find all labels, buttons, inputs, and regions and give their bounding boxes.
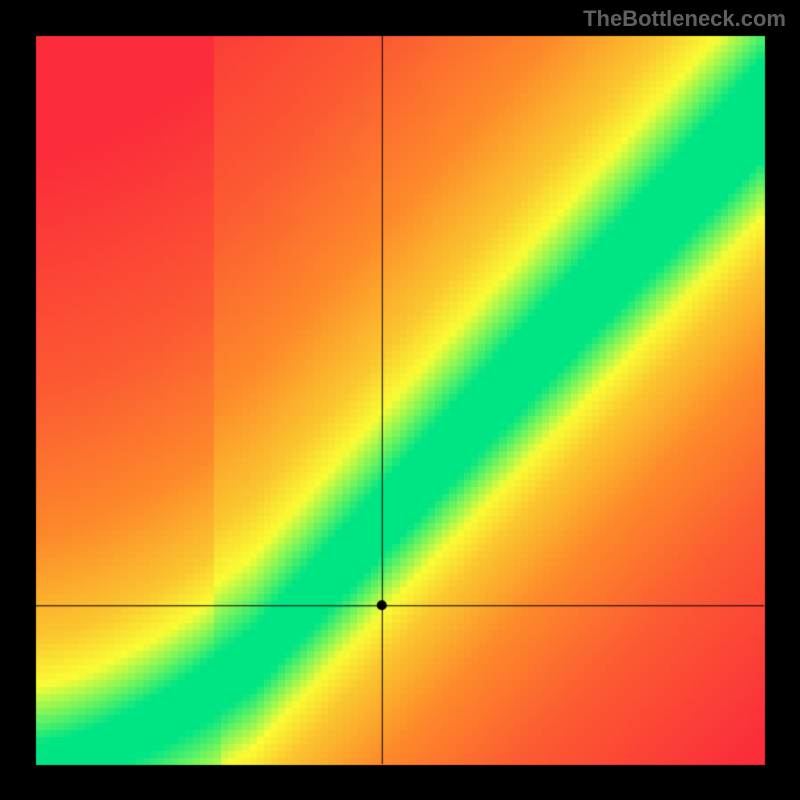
chart-container: TheBottleneck.com <box>0 0 800 800</box>
heatmap-canvas <box>0 0 800 800</box>
watermark-text: TheBottleneck.com <box>583 6 786 32</box>
